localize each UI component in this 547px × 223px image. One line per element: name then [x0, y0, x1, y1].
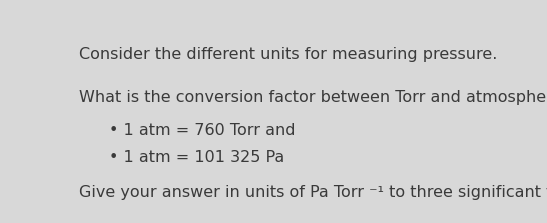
Text: Give your answer in units of Pa Torr ⁻¹ to three significant figures.: Give your answer in units of Pa Torr ⁻¹ …: [79, 185, 547, 200]
Text: Consider the different units for measuring pressure.: Consider the different units for measuri…: [79, 47, 497, 62]
Text: What is the conversion factor between Torr and atmospheres if:: What is the conversion factor between To…: [79, 90, 547, 105]
Text: • 1 atm = 760 Torr and: • 1 atm = 760 Torr and: [109, 123, 295, 138]
Text: • 1 atm = 101 325 Pa: • 1 atm = 101 325 Pa: [109, 150, 284, 165]
